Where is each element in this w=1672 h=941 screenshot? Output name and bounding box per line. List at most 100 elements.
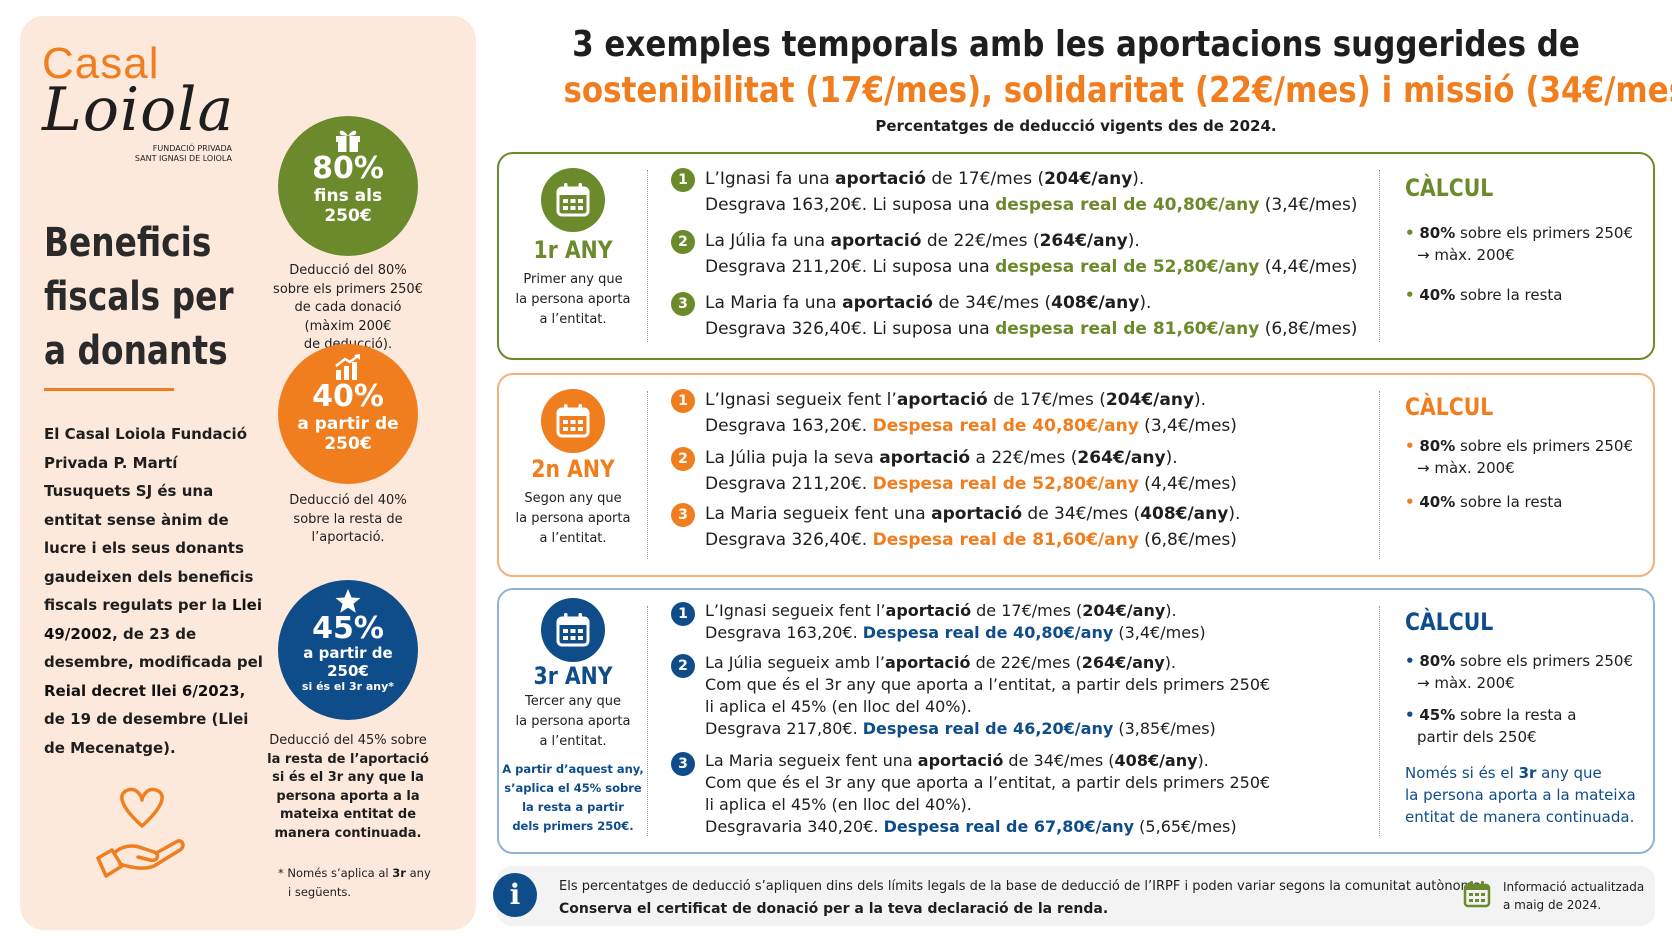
calc-rule: • 80% sobre els primers 250€ → màx. 200€ bbox=[1405, 435, 1645, 479]
calc-rule: • 80% sobre els primers 250€ → màx. 200€ bbox=[1405, 650, 1645, 694]
number-badge: 3 bbox=[671, 752, 695, 776]
example-line: Desgrava 211,20€. Li suposa una despesa … bbox=[705, 254, 1365, 280]
t: 40% bbox=[1419, 493, 1456, 511]
t: 264€/any bbox=[1077, 448, 1166, 468]
intro-part: El Casal Loiola Fundació Privada P. Mart… bbox=[44, 425, 254, 614]
year-note-line: A partir d’aquest any, bbox=[502, 762, 644, 776]
example-text: La Júlia puja la seva aportació a 22€/me… bbox=[705, 445, 1365, 497]
year-label-block: 1r ANY Primer any que la persona aporta … bbox=[499, 154, 647, 358]
t: sobre la resta bbox=[1455, 286, 1563, 304]
year-name: 3r ANY bbox=[533, 662, 613, 690]
chart-icon bbox=[335, 354, 360, 380]
desc-line: persona aporta a la bbox=[276, 788, 420, 804]
t: (3,4€/mes) bbox=[1138, 416, 1237, 436]
t: Desgrava 211,20€. bbox=[705, 474, 873, 494]
year-label-block: 2n ANY Segon any que la persona aporta a… bbox=[499, 375, 647, 575]
example-line: Desgrava 163,20€. Despesa real de 40,80€… bbox=[705, 622, 1365, 644]
t: sobre els primers 250€ bbox=[1455, 652, 1633, 670]
t: de 22€/mes ( bbox=[921, 231, 1040, 251]
circle-percent: 80% bbox=[312, 151, 384, 186]
bullet: • bbox=[1405, 286, 1415, 304]
calendar-icon bbox=[541, 389, 605, 453]
t: 408€/any bbox=[1051, 293, 1140, 313]
deduction-circle-80: 80% fins als 250€ bbox=[278, 116, 418, 256]
star-icon bbox=[335, 589, 361, 613]
intro-part: , de 19 de desembre (Llei de Mecenatge). bbox=[44, 681, 249, 757]
t: aportació bbox=[879, 448, 971, 468]
year-desc-line: Primer any que bbox=[523, 272, 623, 287]
t: 408€/any bbox=[1114, 751, 1198, 770]
number-badge: 1 bbox=[671, 389, 695, 413]
example-line: La Júlia puja la seva aportació a 22€/me… bbox=[705, 445, 1365, 471]
t: Desgrava 163,20€. bbox=[705, 416, 873, 436]
footnote-line: * Només s’aplica al 3r any bbox=[278, 864, 438, 883]
example-line: Desgrava 211,20€. Despesa real de 52,80€… bbox=[705, 471, 1365, 497]
footnote-part: * Només s’aplica al bbox=[278, 866, 393, 880]
example-line: La Júlia fa una aportació de 22€/mes (26… bbox=[705, 228, 1365, 254]
t: aportació bbox=[842, 293, 933, 313]
t: 204€/any bbox=[1082, 601, 1166, 620]
example-text: L’Ignasi fa una aportació de 17€/mes (20… bbox=[705, 166, 1365, 218]
t: 45% bbox=[1419, 706, 1456, 724]
year-note: A partir d’aquest any, s’aplica el 45% s… bbox=[499, 760, 647, 836]
t: sobre la resta a bbox=[1455, 706, 1577, 724]
year-note-line: s’aplica el 45% sobre bbox=[504, 781, 642, 795]
example-text: L’Ignasi segueix fent l’aportació de 17€… bbox=[705, 387, 1365, 439]
t: 204€/any bbox=[1044, 169, 1133, 189]
t: sobre els primers 250€ bbox=[1455, 437, 1633, 455]
t: Desgravaria 340,20€. bbox=[705, 817, 884, 836]
circle-percent: 40% bbox=[312, 379, 384, 414]
real-cost: Despesa real de 52,80€/any bbox=[872, 474, 1139, 494]
real-cost: despesa real de 52,80€/any bbox=[995, 257, 1260, 277]
example-line: Desgrava 163,20€. Li suposa una despesa … bbox=[705, 192, 1365, 218]
intro-law-2: Reial decret llei 6/2023 bbox=[44, 681, 240, 700]
circle-label: a partir de bbox=[303, 644, 393, 662]
panel-title: Beneficis fiscals per a donants bbox=[44, 216, 233, 378]
intro-part: , de 23 de desembre, modificada pel bbox=[44, 624, 263, 672]
year-desc-line: Segon any que bbox=[524, 491, 622, 506]
circle-description: Deducció del 45% sobre la resta de l’apo… bbox=[264, 732, 432, 843]
calc-line: • 80% sobre els primers 250€ bbox=[1405, 222, 1645, 244]
t: 408€/any bbox=[1140, 504, 1229, 524]
year-description: Tercer any que la persona aporta a l’ent… bbox=[499, 692, 647, 752]
t: de 34€/mes ( bbox=[932, 293, 1052, 313]
t: Desgrava 163,20€. bbox=[705, 623, 863, 642]
example-line: L’Ignasi fa una aportació de 17€/mes (20… bbox=[705, 166, 1365, 192]
real-cost: Despesa real de 81,60€/any bbox=[872, 530, 1139, 550]
t: ). bbox=[1228, 504, 1241, 524]
example-text: La Maria fa una aportació de 34€/mes (40… bbox=[705, 290, 1365, 342]
desc-line: si és el 3r any que la bbox=[272, 770, 424, 785]
desc-line: Deducció del 80% bbox=[289, 263, 407, 278]
t: La Júlia fa una bbox=[705, 231, 831, 251]
t: ). bbox=[1197, 751, 1209, 770]
update-line: Informació actualitzada bbox=[1503, 880, 1645, 894]
t: L’Ignasi segueix fent l’ bbox=[705, 601, 886, 620]
t: (4,4€/mes) bbox=[1138, 474, 1237, 494]
calc-line: partir dels 250€ bbox=[1417, 728, 1537, 746]
calc-note-line: entitat de manera continuada. bbox=[1405, 808, 1635, 826]
calc-line: • 80% sobre els primers 250€ bbox=[1405, 650, 1645, 672]
year-1-box: 1r ANY Primer any que la persona aporta … bbox=[497, 152, 1655, 360]
bullet: • bbox=[1405, 652, 1415, 670]
circle-label: 250€ bbox=[324, 206, 372, 226]
year-description: Primer any que la persona aporta a l’ent… bbox=[499, 270, 647, 330]
example-line: La Maria segueix fent una aportació de 3… bbox=[705, 501, 1365, 527]
t: Desgrava 217,80€. bbox=[705, 719, 863, 738]
t: Desgrava 163,20€. Li suposa una bbox=[705, 195, 996, 215]
t: La Maria segueix fent una bbox=[705, 504, 932, 524]
year-desc-line: a l’entitat. bbox=[539, 531, 607, 546]
t: aportació bbox=[931, 504, 1022, 524]
t: ). bbox=[1139, 293, 1152, 313]
t: aportació bbox=[884, 653, 971, 672]
t: ). bbox=[1164, 653, 1177, 672]
number-badge: 2 bbox=[671, 447, 695, 471]
t: L’Ignasi segueix fent l’ bbox=[705, 390, 897, 410]
t: de 17€/mes ( bbox=[971, 601, 1083, 620]
calc-rule: • 45% sobre la resta a partir dels 250€ bbox=[1405, 704, 1645, 748]
desc-line: de cada donació bbox=[294, 300, 402, 315]
number-badge: 1 bbox=[671, 602, 695, 626]
t: La Júlia puja la seva bbox=[705, 448, 880, 468]
real-cost: Despesa real de 40,80€/any bbox=[872, 416, 1139, 436]
example-text: La Maria segueix fent una aportació de 3… bbox=[705, 501, 1365, 553]
page-subtitle: Percentatges de deducció vigents des de … bbox=[875, 117, 1277, 135]
